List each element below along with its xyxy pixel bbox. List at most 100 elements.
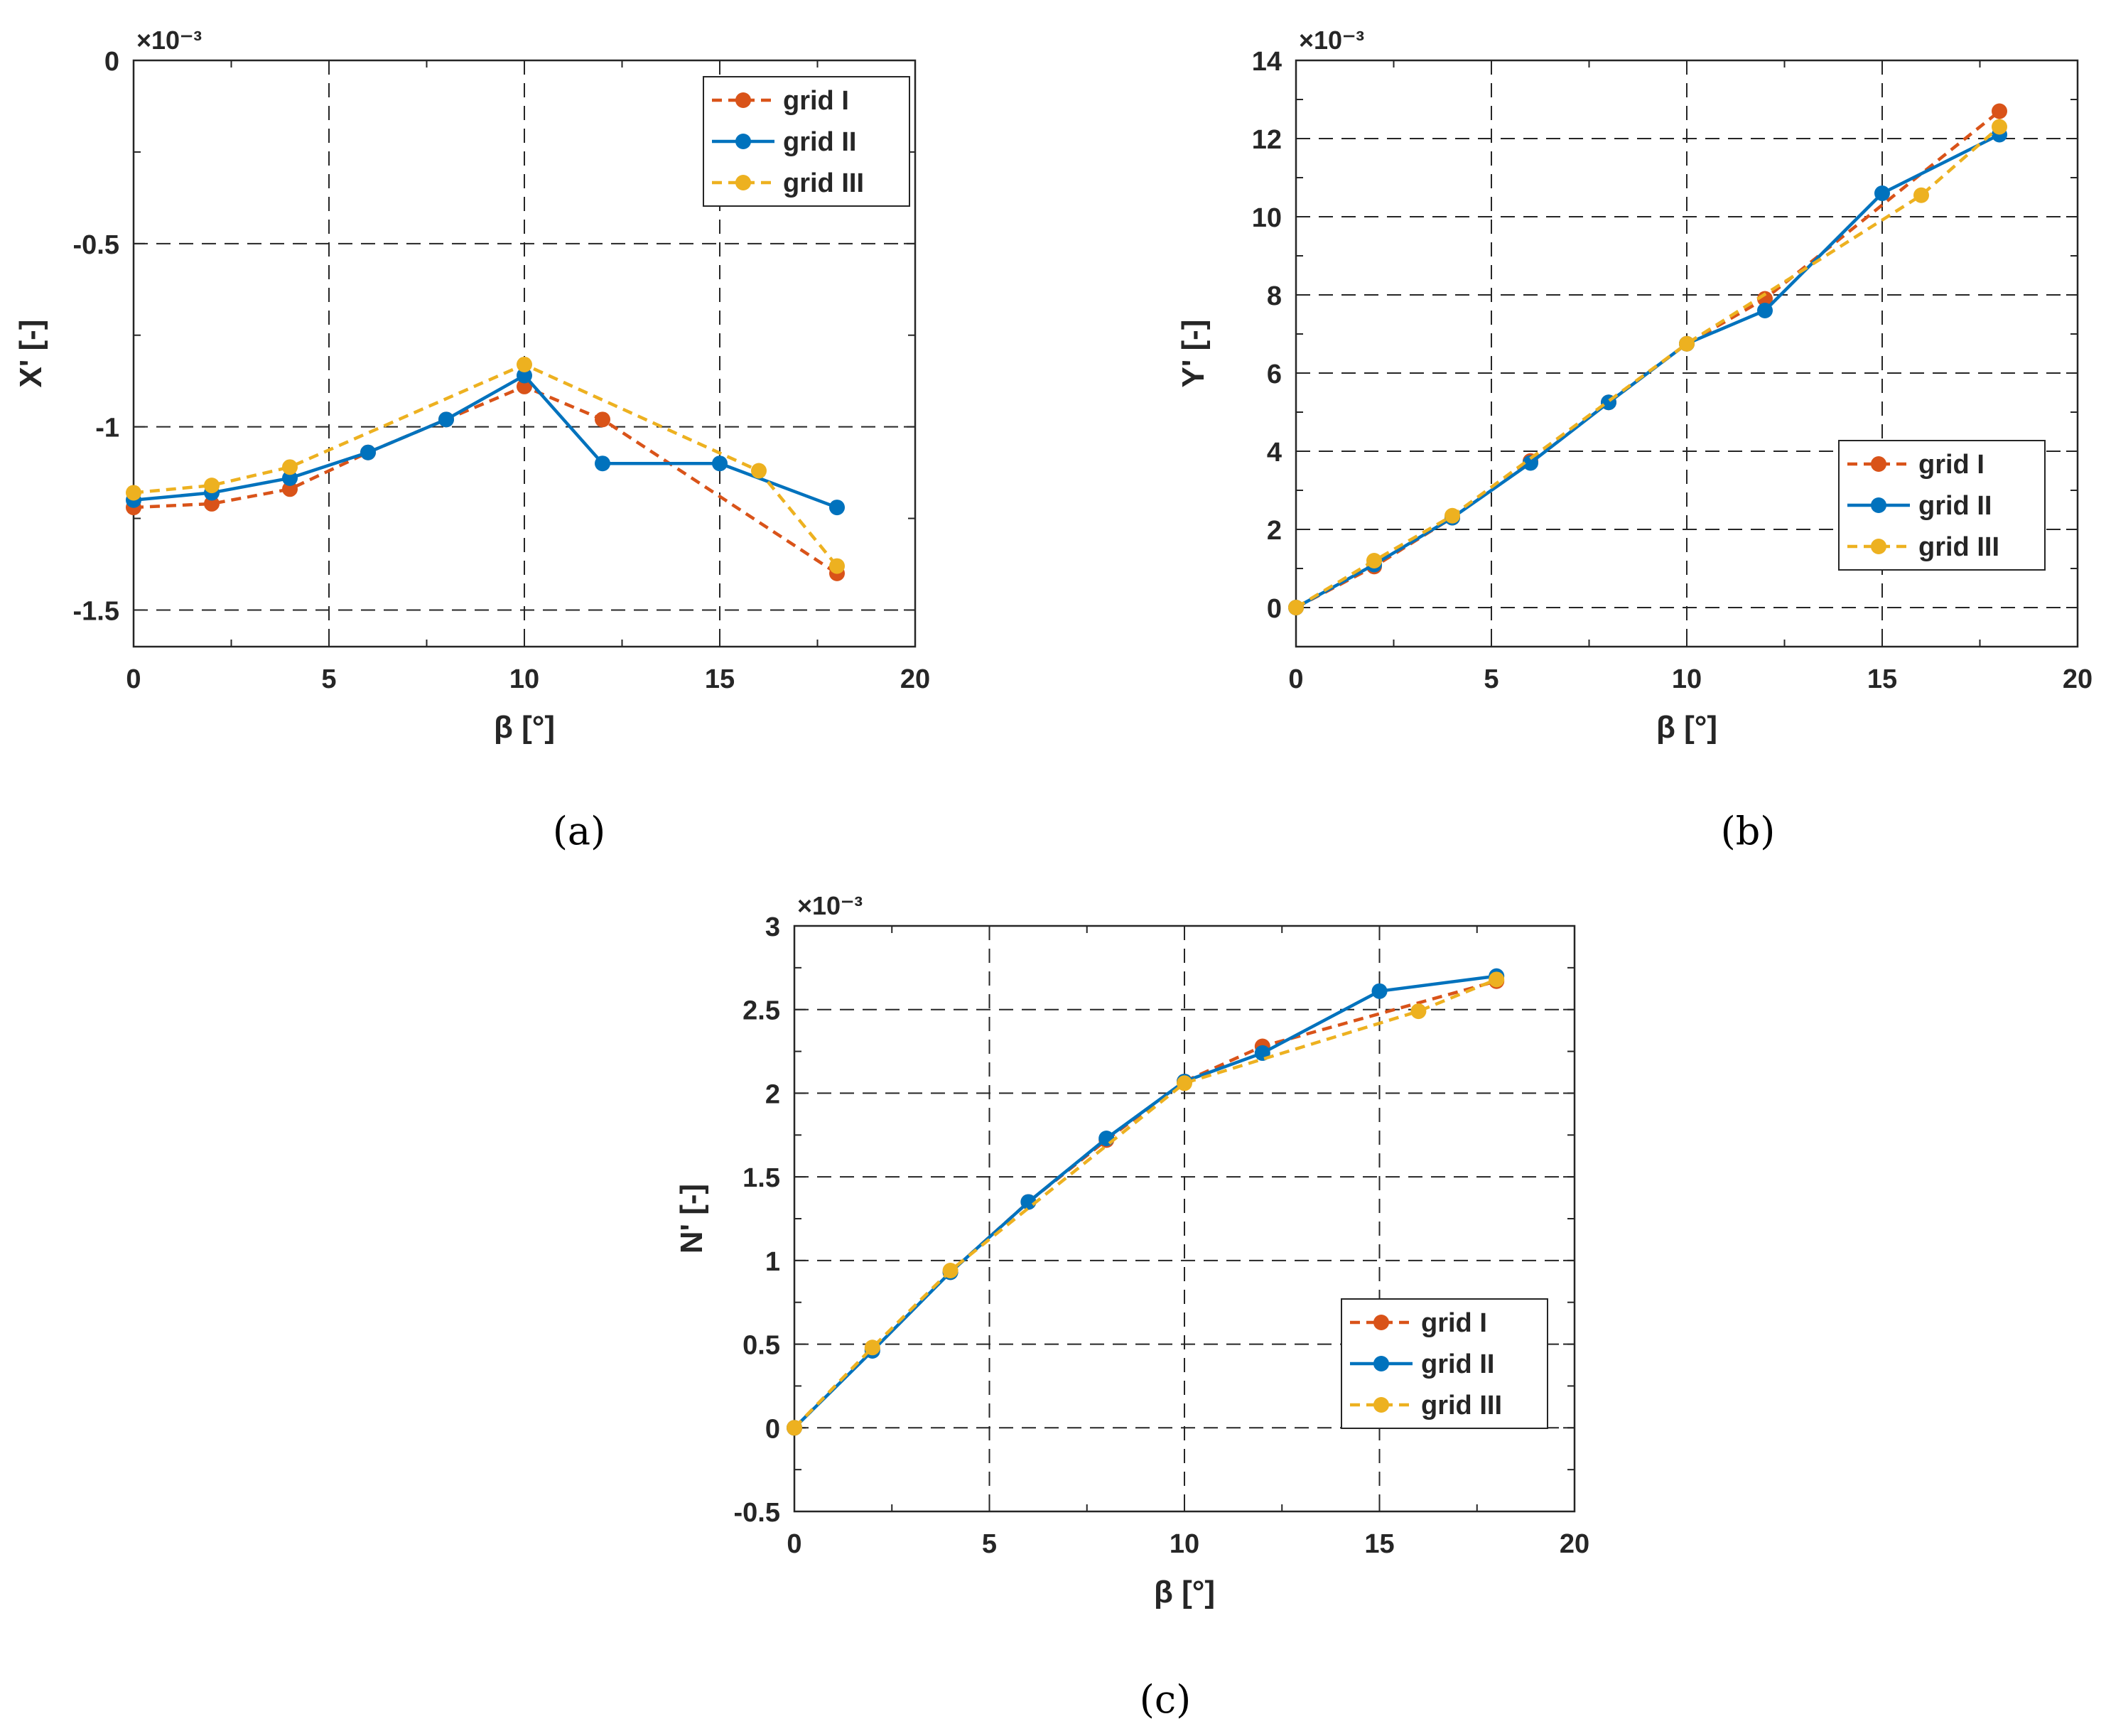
y-tick-label: 0 (1267, 594, 1282, 624)
x-tick-label: 0 (126, 664, 141, 694)
x-tick-label: 15 (1364, 1529, 1394, 1559)
data-point (517, 378, 532, 394)
y-tick-label: 10 (1252, 203, 1282, 233)
x-tick-label: 5 (1484, 664, 1498, 694)
y-tick-label: 4 (1267, 438, 1282, 468)
data-point (517, 356, 532, 372)
x-axis-label: β [°] (494, 710, 555, 745)
panel-label: (a) (553, 809, 605, 853)
x-axis-label: β [°] (1154, 1575, 1215, 1610)
y-tick-label: -0.5 (73, 230, 119, 260)
x-tick-label: 15 (705, 664, 735, 694)
x-tick-label: 10 (1672, 664, 1702, 694)
legend-marker (735, 134, 751, 149)
x-tick-label: 5 (982, 1529, 997, 1559)
data-point (1757, 303, 1773, 318)
y-tick-label: 14 (1252, 47, 1282, 77)
y-tick-label: 2.5 (742, 996, 780, 1026)
chart-panel-1: 0 5 10 15 20 -1.5 -1 -0.5 0 ×10⁻³ β [°] X' [-] grid … (14, 26, 930, 853)
data-point (1992, 119, 2007, 135)
data-point (517, 367, 532, 384)
legend-label: grid II (1918, 491, 1992, 521)
axes-box (132, 59, 917, 648)
legend-label: grid III (783, 168, 864, 198)
data-point (1177, 1075, 1192, 1091)
x-tick-label: 10 (1170, 1529, 1199, 1559)
chart-panel-2: 0 5 10 15 20 0 2 4 6 8 10 12 14 ×10⁻³ β [°] Y' [-] grid … (1176, 26, 2092, 853)
panel-label: (c) (1140, 1677, 1191, 1722)
data-point (1020, 1194, 1037, 1210)
x-tick-label: 20 (2063, 664, 2092, 694)
data-point (1913, 187, 1929, 203)
data-point (595, 411, 610, 428)
data-point (282, 470, 298, 486)
data-point (1992, 103, 2007, 119)
data-point (829, 558, 845, 574)
y-tick-label: 0 (104, 47, 119, 77)
x-tick-label: 10 (509, 664, 539, 694)
data-point (829, 500, 845, 516)
x-tick-label: 5 (321, 664, 336, 694)
legend: grid I grid II grid III (703, 76, 910, 207)
y-tick-label: 1 (765, 1247, 780, 1277)
x-tick-label: 15 (1867, 664, 1897, 694)
y-scale-label: ×10⁻³ (1299, 26, 1364, 55)
data-point (1371, 983, 1388, 999)
y-tick-label: 2 (1267, 516, 1282, 546)
legend-label: grid I (783, 86, 849, 116)
y-axis-label: N' [-] (674, 1184, 709, 1254)
data-point (1489, 971, 1505, 988)
legend-marker (1871, 539, 1886, 554)
data-point (864, 1339, 880, 1356)
y-tick-label: 0.5 (742, 1331, 780, 1361)
series-line (793, 979, 1497, 1429)
panel-label: (b) (1721, 809, 1776, 853)
data-point (1366, 553, 1382, 568)
data-point (1874, 185, 1890, 201)
legend-marker (735, 175, 751, 190)
legend: grid I grid II grid III (1341, 1298, 1548, 1429)
x-tick-label: 0 (787, 1529, 801, 1559)
legend-label: grid III (1918, 532, 1999, 562)
legend: grid I grid II grid III (1838, 440, 2046, 571)
y-tick-label: 6 (1267, 360, 1282, 389)
legend-marker (1871, 497, 1886, 513)
chart-panel-3: 0 5 10 15 20-0.500.511.522.53×10⁻³β [°]N' [-… (674, 891, 1589, 1722)
x-tick-label: 0 (1288, 664, 1303, 694)
legend-marker (1871, 456, 1886, 472)
y-tick-label: -1.5 (73, 596, 119, 626)
data-point (438, 411, 454, 428)
y-tick-label: 12 (1252, 125, 1282, 155)
y-axis-label: X' [-] (14, 320, 48, 388)
data-point (751, 463, 767, 479)
legend-label: grid II (783, 127, 856, 157)
data-point (1679, 335, 1695, 352)
data-point (282, 481, 298, 497)
legend-marker (1373, 1397, 1389, 1413)
y-tick-label: 8 (1267, 281, 1282, 311)
legend-label: grid III (1421, 1391, 1502, 1420)
y-tick-label: 2 (765, 1079, 780, 1109)
data-point (282, 459, 298, 475)
legend-label: grid II (1421, 1349, 1494, 1379)
data-point (126, 485, 141, 501)
legend-label: grid I (1421, 1308, 1487, 1338)
data-point (360, 444, 376, 460)
x-tick-label: 20 (1560, 1529, 1589, 1559)
x-axis-label: β [°] (1656, 710, 1717, 745)
data-point (204, 478, 220, 494)
data-point (1288, 600, 1304, 615)
y-scale-label: ×10⁻³ (136, 26, 202, 55)
y-tick-label: -0.5 (734, 1498, 780, 1528)
axes-box (793, 924, 1576, 1513)
y-tick-label: 0 (765, 1414, 780, 1444)
y-axis-label: Y' [-] (1176, 320, 1211, 388)
data-point (595, 455, 610, 472)
y-tick-label: -1 (95, 414, 119, 443)
legend-marker (1373, 1356, 1389, 1371)
y-tick-label: 3 (765, 912, 780, 942)
data-point (787, 1420, 802, 1436)
y-scale-label: ×10⁻³ (797, 891, 863, 920)
data-point (1410, 1003, 1427, 1020)
